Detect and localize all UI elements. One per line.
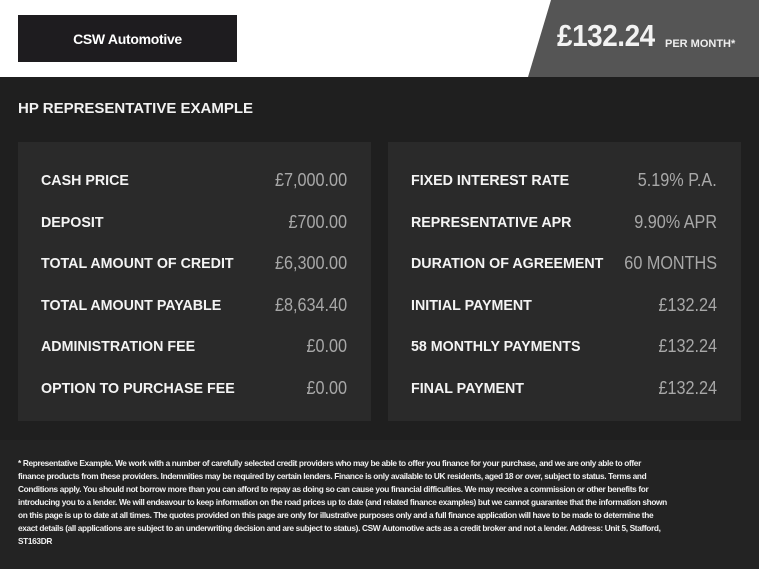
finance-label: 58 MONTHLY PAYMENTS — [411, 338, 581, 356]
finance-row: OPTION TO PURCHASE FEE £0.00 — [18, 368, 371, 410]
finance-value: £0.00 — [306, 377, 347, 398]
monthly-price: £132.24 — [557, 18, 655, 53]
finance-value: £7,000.00 — [274, 170, 347, 191]
finance-value: £6,300.00 — [274, 253, 347, 274]
price-panel — [528, 0, 759, 77]
finance-value: £132.24 — [658, 294, 717, 315]
finance-label: FIXED INTEREST RATE — [411, 172, 570, 190]
finance-label: TOTAL AMOUNT PAYABLE — [41, 296, 222, 314]
per-month-label: PER MONTH* — [665, 38, 736, 50]
finance-row: TOTAL AMOUNT PAYABLE £8,634.40 — [18, 285, 371, 327]
finance-value: £0.00 — [306, 336, 347, 357]
finance-value: £132.24 — [658, 377, 717, 398]
footer — [0, 440, 759, 569]
finance-row: FIXED INTEREST RATE 5.19% P.A. — [388, 160, 741, 202]
finance-row: DEPOSIT £700.00 — [18, 202, 371, 244]
finance-label: OPTION TO PURCHASE FEE — [41, 379, 235, 397]
finance-row: REPRESENTATIVE APR 9.90% APR — [388, 202, 741, 244]
finance-label: INITIAL PAYMENT — [411, 296, 532, 314]
finance-row: CASH PRICE £7,000.00 — [18, 160, 371, 202]
finance-row: DURATION OF AGREEMENT 60 MONTHS — [388, 243, 741, 285]
finance-label: CASH PRICE — [41, 172, 129, 190]
finance-value: £700.00 — [288, 211, 347, 232]
finance-card-left: CASH PRICE £7,000.00 DEPOSIT £700.00 TOTAL A… — [18, 142, 371, 421]
finance-row: TOTAL AMOUNT OF CREDIT £6,300.00 — [18, 243, 371, 285]
finance-label: DURATION OF AGREEMENT — [411, 255, 604, 273]
disclaimer-text: * Representative Example. We work with a… — [18, 458, 667, 546]
finance-row: INITIAL PAYMENT £132.24 — [388, 285, 741, 327]
finance-value: 5.19% P.A. — [638, 170, 717, 191]
finance-value: 60 MONTHS — [624, 253, 717, 274]
brand-logo[interactable]: CSW Automotive — [18, 15, 237, 62]
finance-label: ADMINISTRATION FEE — [41, 338, 196, 356]
finance-value: 9.90% APR — [634, 211, 717, 232]
finance-label: FINAL PAYMENT — [411, 379, 524, 397]
finance-label: DEPOSIT — [41, 213, 104, 231]
finance-label: TOTAL AMOUNT OF CREDIT — [41, 255, 234, 273]
finance-row: FINAL PAYMENT £132.24 — [388, 368, 741, 410]
finance-value: £8,634.40 — [274, 294, 347, 315]
section-title: HP REPRESENTATIVE EXAMPLE — [18, 100, 254, 117]
finance-row: ADMINISTRATION FEE £0.00 — [18, 326, 371, 368]
finance-value: £132.24 — [658, 336, 717, 357]
finance-row: 58 MONTHLY PAYMENTS £132.24 — [388, 326, 741, 368]
finance-label: REPRESENTATIVE APR — [411, 213, 572, 231]
finance-card-right: FIXED INTEREST RATE 5.19% P.A. REPRESENTAT… — [388, 142, 741, 421]
